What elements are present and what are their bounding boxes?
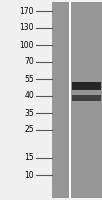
Bar (52, 2, 102, 198)
Text: 40: 40 (24, 92, 34, 100)
Text: 70: 70 (24, 58, 34, 66)
Text: 25: 25 (24, 126, 34, 134)
Text: 10: 10 (24, 170, 34, 180)
Bar (72, 82, 101, 90)
Text: 35: 35 (24, 108, 34, 117)
Bar (69, 2, 71, 198)
Bar (72, 95, 101, 101)
Text: 15: 15 (24, 154, 34, 162)
Text: 130: 130 (19, 23, 34, 32)
Text: 100: 100 (19, 40, 34, 49)
Text: 170: 170 (19, 6, 34, 16)
Text: 55: 55 (24, 74, 34, 84)
